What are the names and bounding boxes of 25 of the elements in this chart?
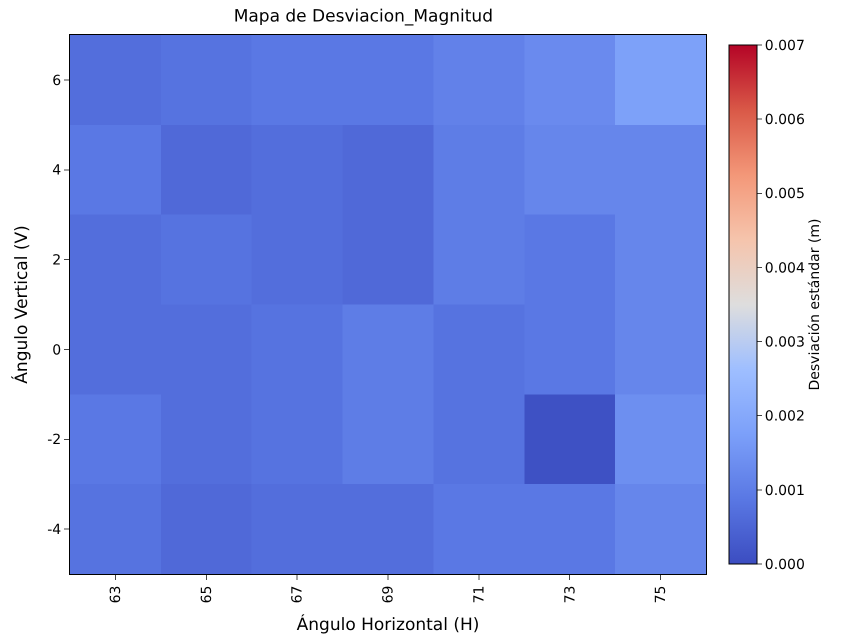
- y-tick-label: 4: [52, 162, 62, 179]
- x-tick-label: 75: [653, 586, 670, 604]
- color-bar-label: 0.002: [764, 408, 805, 425]
- color-bar-label: 0.001: [764, 482, 805, 499]
- x-tick-label: 69: [380, 586, 397, 604]
- color-bar-label: 0.006: [764, 112, 805, 128]
- color-bar-title: Desviación estándar (m): [806, 218, 823, 390]
- x-tick-label: 73: [562, 586, 578, 604]
- y-tick-label: 0: [52, 342, 62, 358]
- y-tick-label: 2: [52, 252, 62, 268]
- color-bar-label: 0.000: [764, 556, 805, 573]
- x-tick-label: 65: [198, 586, 215, 604]
- x-tick-label: 71: [471, 586, 488, 604]
- color-bar-label: 0.007: [764, 38, 805, 54]
- color-bar-label: 0.003: [764, 334, 805, 350]
- color-bar-label: 0.005: [764, 186, 805, 202]
- chart-title: Mapa de Desviacion_Magnitud: [234, 6, 494, 27]
- y-axis-title: Ángulo Vertical (V): [10, 225, 32, 384]
- x-tick-label: 67: [290, 586, 306, 604]
- y-tick-label: -2: [47, 432, 62, 448]
- color-bar-label: 0.004: [764, 260, 805, 276]
- y-tick-label: 6: [52, 72, 62, 89]
- x-tick-label: 63: [108, 586, 124, 604]
- y-tick-label: -4: [47, 522, 62, 538]
- x-axis-title: Ángulo Horizontal (H): [296, 614, 480, 635]
